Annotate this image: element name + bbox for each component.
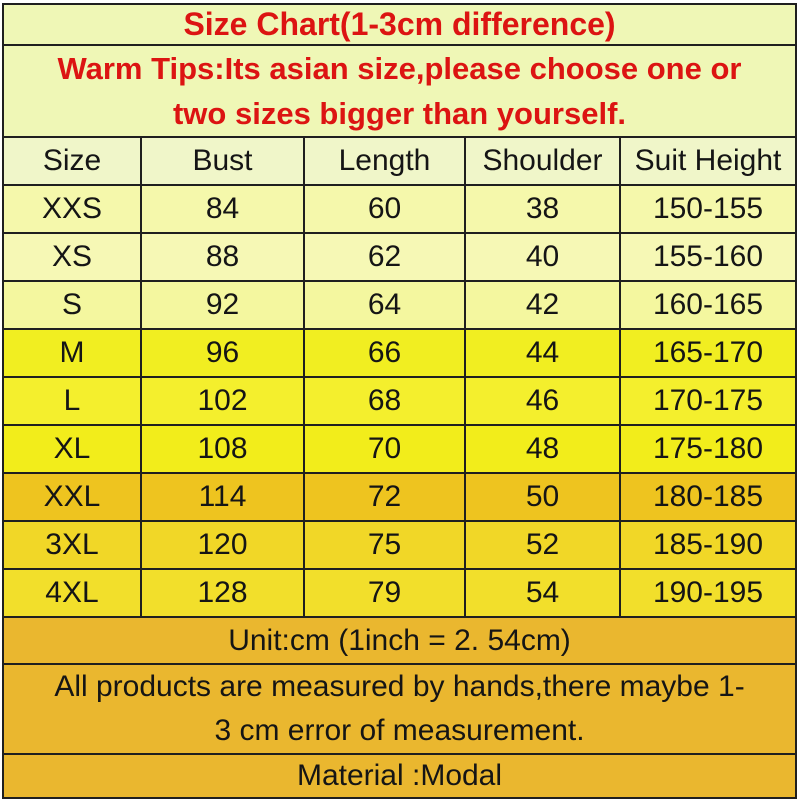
cell-suit-height: 190-195 <box>619 570 795 616</box>
measurement-note-line2: 3 cm error of measurement. <box>214 714 585 747</box>
cell-length: 66 <box>303 330 464 376</box>
table-row: M 96 66 44 165-170 <box>4 330 795 378</box>
cell-suit-height: 155-160 <box>619 234 795 280</box>
cell-suit-height: 170-175 <box>619 378 795 424</box>
cell-shoulder: 38 <box>464 186 619 232</box>
measurement-note: All products are measured by hands,there… <box>4 665 795 755</box>
cell-bust: 120 <box>140 522 303 568</box>
cell-shoulder: 44 <box>464 330 619 376</box>
table-row: S 92 64 42 160-165 <box>4 282 795 330</box>
cell-shoulder: 54 <box>464 570 619 616</box>
size-chart-sheet: Size Chart(1-3cm difference) Warm Tips:I… <box>2 3 797 799</box>
measurement-note-line1: All products are measured by hands,there… <box>54 670 745 703</box>
warm-tips: Warm Tips:Its asian size,please choose o… <box>4 46 795 138</box>
header-cell-bust: Bust <box>140 138 303 184</box>
cell-size: XL <box>53 432 91 465</box>
warm-tips-line1: Warm Tips:Its asian size,please choose o… <box>57 51 742 86</box>
cell-length: 75 <box>303 522 464 568</box>
cell-shoulder: 42 <box>464 282 619 328</box>
cell-shoulder: 50 <box>464 474 619 520</box>
cell-length: 60 <box>303 186 464 232</box>
cell-bust: 108 <box>140 426 303 472</box>
page-title: Size Chart(1-3cm difference) <box>4 5 795 46</box>
cell-shoulder: 52 <box>464 522 619 568</box>
header-cell-size: Size <box>42 144 102 177</box>
cell-suit-height: 185-190 <box>619 522 795 568</box>
cell-suit-height: 150-155 <box>619 186 795 232</box>
cell-bust: 102 <box>140 378 303 424</box>
cell-suit-height: 175-180 <box>619 426 795 472</box>
header-cell-shoulder: Shoulder <box>464 138 619 184</box>
cell-size: L <box>63 384 81 417</box>
cell-shoulder: 48 <box>464 426 619 472</box>
warm-tips-line2: two sizes bigger than yourself. <box>172 96 627 131</box>
cell-size: 4XL <box>45 576 99 609</box>
cell-size: M <box>59 336 85 369</box>
cell-size: XS <box>51 240 93 273</box>
cell-length: 70 <box>303 426 464 472</box>
material-note: Material :Modal <box>4 755 795 797</box>
header-cell-suit-height: Suit Height <box>619 138 795 184</box>
cell-length: 68 <box>303 378 464 424</box>
cell-length: 79 <box>303 570 464 616</box>
cell-shoulder: 40 <box>464 234 619 280</box>
table-row: XXS 84 60 38 150-155 <box>4 186 795 234</box>
cell-size: XXS <box>41 192 103 225</box>
table-row: L 102 68 46 170-175 <box>4 378 795 426</box>
cell-bust: 96 <box>140 330 303 376</box>
table-row: 4XL 128 79 54 190-195 <box>4 570 795 618</box>
cell-bust: 88 <box>140 234 303 280</box>
cell-length: 72 <box>303 474 464 520</box>
table-header-row: Size Bust Length Shoulder Suit Height <box>4 138 795 186</box>
unit-note: Unit:cm (1inch = 2. 54cm) <box>4 618 795 665</box>
cell-suit-height: 160-165 <box>619 282 795 328</box>
cell-bust: 84 <box>140 186 303 232</box>
cell-length: 62 <box>303 234 464 280</box>
table-row: XL 108 70 48 175-180 <box>4 426 795 474</box>
cell-length: 64 <box>303 282 464 328</box>
cell-shoulder: 46 <box>464 378 619 424</box>
cell-size: S <box>61 288 82 321</box>
header-cell-length: Length <box>303 138 464 184</box>
cell-suit-height: 165-170 <box>619 330 795 376</box>
cell-suit-height: 180-185 <box>619 474 795 520</box>
cell-size: 3XL <box>45 528 99 561</box>
table-row: XXL 114 72 50 180-185 <box>4 474 795 522</box>
cell-bust: 92 <box>140 282 303 328</box>
cell-size: XXL <box>43 480 101 513</box>
cell-bust: 128 <box>140 570 303 616</box>
cell-bust: 114 <box>140 474 303 520</box>
table-row: XS 88 62 40 155-160 <box>4 234 795 282</box>
table-row: 3XL 120 75 52 185-190 <box>4 522 795 570</box>
